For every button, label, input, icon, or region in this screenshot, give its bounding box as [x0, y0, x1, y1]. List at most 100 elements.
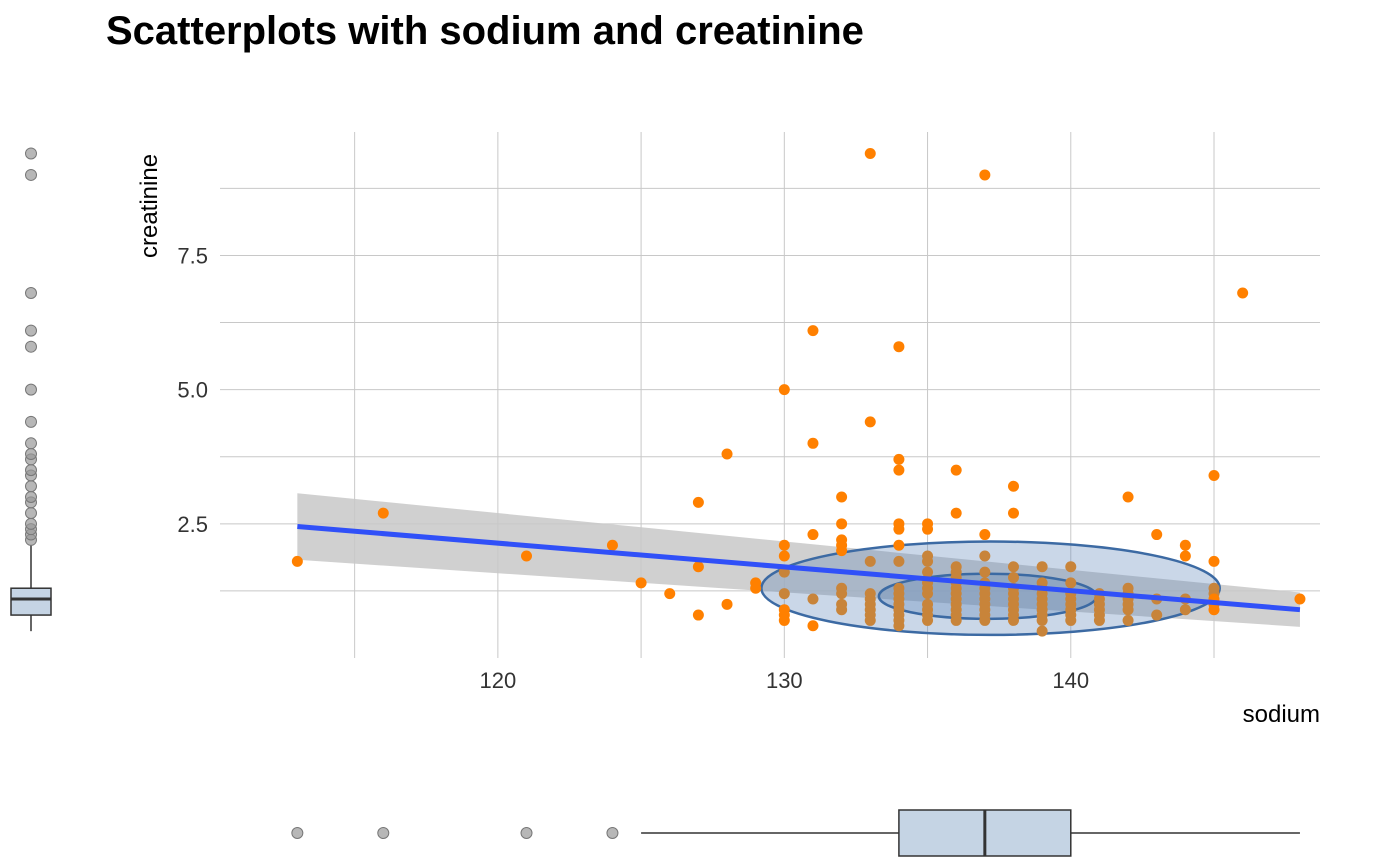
data-point [836, 518, 848, 530]
data-point [1179, 550, 1191, 562]
density-ellipse-layer [760, 540, 1221, 637]
x-box-outlier [291, 827, 304, 839]
data-point [1122, 614, 1134, 626]
data-point [922, 588, 934, 600]
confidence-band [297, 493, 1300, 627]
data-point [1036, 625, 1048, 637]
data-point [1007, 480, 1019, 492]
y-tick-label: 2.5 [177, 512, 208, 537]
data-point [606, 539, 618, 551]
data-point [1208, 470, 1220, 482]
data-point [979, 566, 991, 578]
tick-labels-layer: 120 130 140 2.5 5.0 7.5 [177, 243, 1089, 693]
y-box-outlier [25, 448, 37, 461]
data-point [692, 496, 704, 508]
y-box-outlier [25, 340, 37, 353]
data-point [521, 550, 533, 562]
y-axis-label: creatinine [136, 154, 163, 258]
y-box-outlier [25, 168, 37, 181]
data-point [664, 588, 676, 600]
y-box-outlier [25, 287, 37, 300]
data-point [979, 169, 991, 181]
data-point [1065, 614, 1077, 626]
data-point [922, 614, 934, 626]
x-axis-label: sodium [1243, 701, 1320, 728]
data-point [1208, 555, 1220, 567]
data-point [1036, 614, 1048, 626]
data-point [893, 555, 905, 567]
data-point [1151, 529, 1163, 541]
data-point [979, 550, 991, 562]
data-point [1065, 561, 1077, 573]
x-box-outlier [606, 827, 619, 839]
x-box-outlier [520, 827, 533, 839]
y-box-outlier [25, 480, 37, 493]
data-point [893, 523, 905, 535]
data-point [721, 598, 733, 610]
data-point [950, 614, 962, 626]
data-point [950, 507, 962, 519]
data-point [1237, 287, 1249, 299]
trend-line [297, 524, 1301, 613]
data-point [721, 448, 733, 460]
data-point [1179, 539, 1191, 551]
data-point [1036, 561, 1048, 573]
data-point [692, 609, 704, 621]
confidence-band-layer [297, 493, 1300, 627]
data-point [893, 620, 905, 632]
x-tick-label: 130 [766, 668, 803, 693]
data-point [377, 507, 389, 519]
data-point [864, 147, 876, 159]
data-point [1065, 577, 1077, 589]
data-point [778, 550, 790, 562]
data-point [807, 437, 819, 449]
y-box-outlier [25, 147, 37, 160]
chart-title: Scatterplots with sodium and creatinine [106, 9, 864, 53]
data-point [1151, 609, 1163, 621]
y-box-outlier [25, 490, 37, 503]
data-point [979, 614, 991, 626]
data-point [778, 614, 790, 626]
data-point [922, 555, 934, 567]
x-tick-label: 120 [480, 668, 517, 693]
data-point [893, 341, 905, 353]
y-box-outlier [25, 507, 37, 520]
data-point [893, 464, 905, 476]
x-box-outlier [377, 827, 390, 839]
data-point [1294, 593, 1306, 605]
data-point [807, 593, 819, 605]
x-tick-label: 140 [1052, 668, 1089, 693]
data-point [807, 325, 819, 337]
data-point [836, 588, 848, 600]
y-box-outlier [25, 324, 37, 337]
plot-grid [220, 132, 1320, 658]
data-point [864, 555, 876, 567]
y-box-outlier [25, 437, 37, 450]
data-point [893, 539, 905, 551]
data-point [635, 577, 647, 589]
data-point [1093, 614, 1105, 626]
data-point [836, 545, 848, 557]
data-point [864, 614, 876, 626]
data-point [1179, 604, 1191, 616]
y-tick-label: 7.5 [177, 243, 208, 268]
trend-line-layer [297, 524, 1301, 613]
data-point [864, 416, 876, 428]
data-point [778, 539, 790, 551]
y-box-outlier [25, 517, 37, 530]
density-ellipse-outer [760, 540, 1221, 637]
data-point [1208, 604, 1220, 616]
data-point [692, 561, 704, 573]
data-point [778, 384, 790, 396]
marginal-y-boxplot [10, 147, 52, 632]
data-point [291, 555, 303, 567]
data-point [922, 523, 934, 535]
y-box-outlier [25, 415, 37, 428]
data-point [778, 588, 790, 600]
marginal-x-boxplot [291, 809, 1300, 857]
data-point [1007, 507, 1019, 519]
y-box-outlier [25, 464, 37, 477]
data-point [836, 491, 848, 503]
data-point [1007, 614, 1019, 626]
